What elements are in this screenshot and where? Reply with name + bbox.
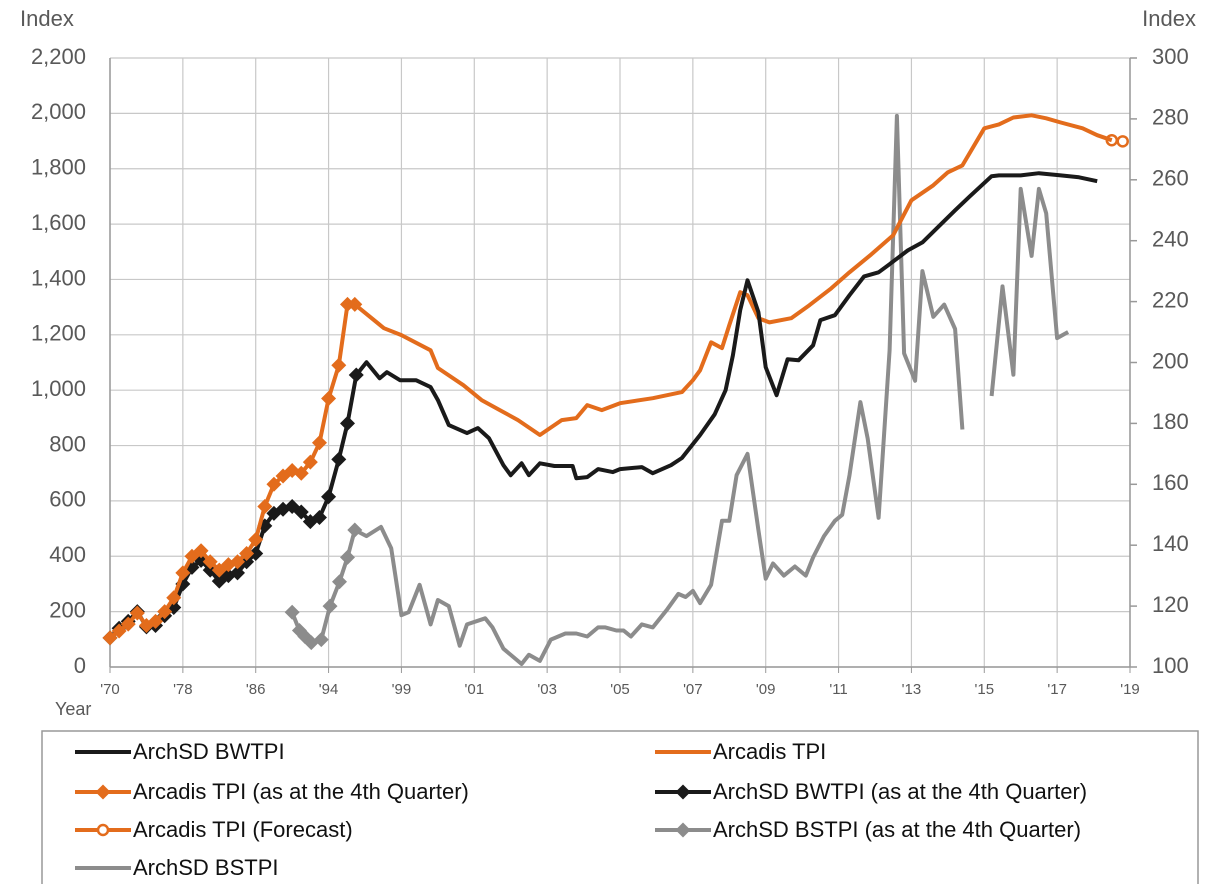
y-tick-label: 0 (74, 653, 86, 678)
marker (347, 522, 363, 538)
marker (340, 549, 356, 565)
marker (313, 632, 329, 648)
x-tick-label: '70 (100, 681, 120, 698)
marker (102, 630, 118, 646)
y-tick-label: 1,000 (31, 376, 86, 401)
x-tick-label: '19 (1120, 681, 1140, 698)
legend-marker (675, 822, 691, 838)
y2-tick-label: 120 (1152, 592, 1189, 617)
marker (257, 498, 273, 514)
y-tick-label: 1,400 (31, 265, 86, 290)
series-line (353, 113, 1113, 437)
marker (248, 546, 264, 562)
legend-box (41, 730, 1199, 884)
marker (248, 532, 264, 548)
marker (230, 554, 245, 570)
x-tick-label: '17 (1047, 681, 1067, 698)
y-tick-label: 600 (49, 487, 86, 512)
legend-marker (675, 784, 691, 800)
marker (266, 476, 282, 492)
marker (302, 454, 318, 470)
x-tick-label: '78 (173, 681, 193, 698)
x-axis-title: Year (55, 699, 91, 719)
legend-label: ArchSD BWTPI (133, 739, 285, 764)
marker (175, 565, 191, 581)
y2-tick-label: 200 (1152, 348, 1189, 373)
marker (239, 546, 255, 562)
y-tick-label: 800 (49, 431, 86, 456)
series-line (108, 302, 355, 640)
marker (157, 604, 173, 620)
marker (332, 574, 347, 590)
x-tick-label: '86 (246, 681, 266, 698)
y-tick-label: 2,200 (31, 44, 86, 69)
y-axis-title: Index (20, 6, 74, 31)
x-tick-label: '11 (829, 681, 847, 698)
y2-tick-label: 140 (1152, 531, 1189, 556)
y2-tick-label: 160 (1152, 470, 1189, 495)
marker (331, 451, 347, 467)
x-tick-label: '07 (683, 681, 703, 698)
x-tick-label: '05 (610, 681, 630, 698)
y-tick-label: 1,200 (31, 321, 86, 346)
y2-tick-label: 180 (1152, 409, 1189, 434)
legend-marker (95, 784, 111, 800)
legend-label: ArchSD BWTPI (as at the 4th Quarter) (713, 779, 1087, 804)
marker (193, 543, 209, 559)
x-tick-label: '15 (975, 681, 995, 698)
marker (293, 465, 309, 481)
y-tick-label: 1,800 (31, 155, 86, 180)
legend-label: Arcadis TPI (Forecast) (133, 817, 353, 842)
marker (321, 489, 337, 505)
x-tick-label: '03 (537, 681, 557, 698)
series-line (108, 374, 359, 640)
legend-label: ArchSD BSTPI (133, 855, 278, 880)
legend-label: Arcadis TPI (713, 739, 826, 764)
y-tick-label: 200 (49, 597, 86, 622)
marker (311, 435, 327, 451)
marker (1116, 135, 1129, 148)
marker (148, 613, 164, 629)
marker (230, 565, 245, 581)
series-line (354, 171, 1098, 481)
y-tick-label: 2,000 (31, 99, 86, 124)
y-tick-label: 400 (49, 542, 86, 567)
marker (111, 623, 127, 639)
y2-tick-label: 280 (1152, 105, 1189, 130)
marker (120, 616, 136, 632)
x-tick-label: '94 (319, 681, 339, 698)
x-tick-label: '13 (902, 681, 922, 698)
marker (284, 604, 300, 620)
y2-tick-label: 100 (1152, 653, 1189, 678)
marker (321, 390, 337, 406)
y2-tick-label: 240 (1152, 227, 1189, 252)
y2-tick-label: 220 (1152, 287, 1189, 312)
marker (293, 504, 309, 520)
marker (322, 598, 338, 614)
x-tick-label: '01 (465, 681, 485, 698)
marker (129, 605, 145, 621)
y2-tick-label: 260 (1152, 166, 1189, 191)
marker (202, 554, 218, 570)
legend-marker (96, 823, 110, 837)
x-tick-label: '09 (756, 681, 776, 698)
series-line (353, 113, 1070, 666)
legend-label: ArchSD BSTPI (as at the 4th Quarter) (713, 817, 1081, 842)
y-tick-label: 1,600 (31, 210, 86, 235)
marker (331, 357, 347, 373)
marker (311, 510, 327, 526)
y2-axis-title: Index (1142, 6, 1196, 31)
marker (166, 590, 182, 606)
y2-tick-label: 300 (1152, 44, 1189, 69)
marker (340, 415, 356, 431)
legend-label: Arcadis TPI (as at the 4th Quarter) (133, 779, 469, 804)
x-tick-label: '99 (392, 681, 412, 698)
